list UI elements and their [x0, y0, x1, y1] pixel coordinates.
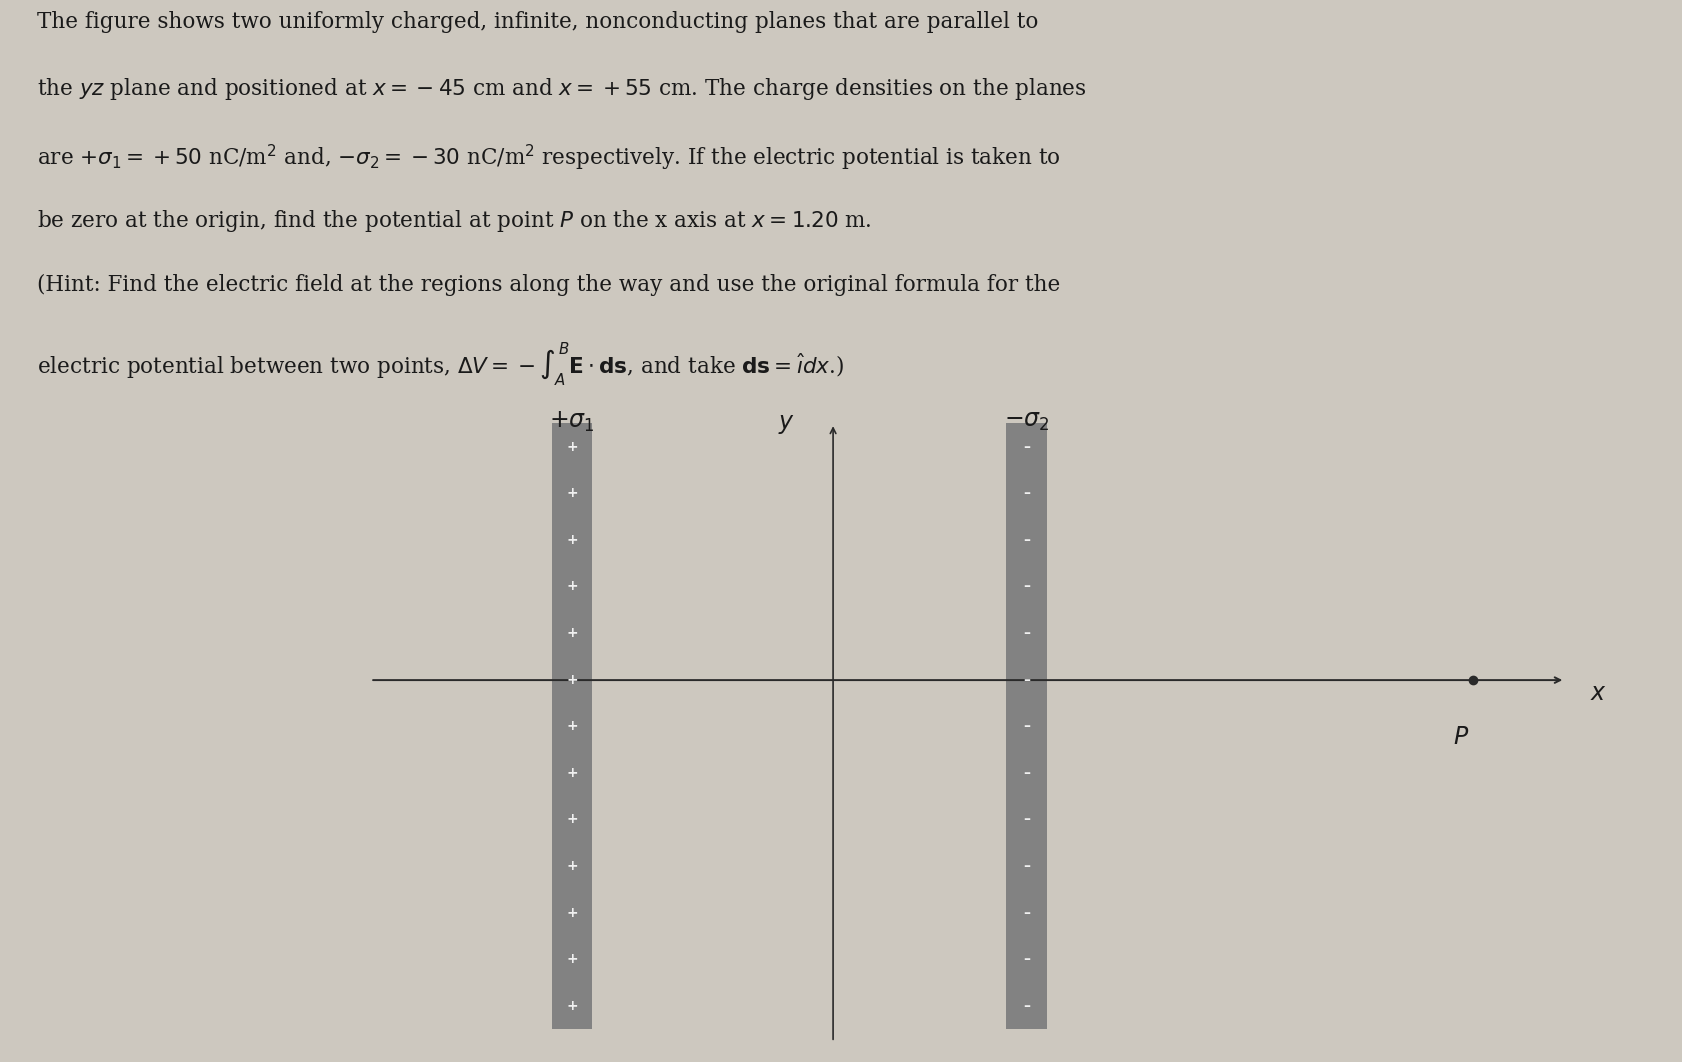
Text: +: + [567, 719, 577, 733]
Text: –: – [1023, 719, 1029, 733]
Text: –: – [1023, 533, 1029, 547]
Text: $+\sigma_1$: $+\sigma_1$ [548, 410, 595, 434]
Text: –: – [1023, 859, 1029, 873]
Text: –: – [1023, 626, 1029, 640]
Text: +: + [567, 812, 577, 826]
Text: +: + [567, 859, 577, 873]
Text: the $yz$ plane and positioned at $x = -45$ cm and $x = +55$ cm. The charge densi: the $yz$ plane and positioned at $x = -4… [37, 76, 1087, 102]
Text: –: – [1023, 580, 1029, 594]
Text: –: – [1023, 953, 1029, 966]
Text: The figure shows two uniformly charged, infinite, nonconducting planes that are : The figure shows two uniformly charged, … [37, 11, 1038, 33]
Text: +: + [567, 626, 577, 640]
Text: +: + [567, 486, 577, 500]
Text: +: + [567, 906, 577, 920]
Text: –: – [1023, 766, 1029, 780]
Bar [552, 424, 592, 1029]
Text: $x$: $x$ [1589, 682, 1606, 705]
Text: $P$: $P$ [1452, 726, 1468, 749]
Text: –: – [1023, 440, 1029, 453]
Text: –: – [1023, 906, 1029, 920]
Text: +: + [567, 766, 577, 780]
Text: be zero at the origin, find the potential at point $P$ on the x axis at $x = 1.2: be zero at the origin, find the potentia… [37, 208, 871, 234]
Text: +: + [567, 998, 577, 1013]
Text: +: + [567, 440, 577, 453]
Text: –: – [1023, 812, 1029, 826]
Bar [1006, 424, 1046, 1029]
Text: –: – [1023, 998, 1029, 1013]
Text: +: + [567, 580, 577, 594]
Text: –: – [1023, 486, 1029, 500]
Text: (Hint: Find the electric field at the regions along the way and use the original: (Hint: Find the electric field at the re… [37, 274, 1060, 296]
Text: –: – [1023, 672, 1029, 687]
Text: +: + [567, 953, 577, 966]
Text: +: + [567, 533, 577, 547]
Text: +: + [567, 672, 577, 687]
Text: electric potential between two points, $\Delta V = -\int_A^B \mathbf{E} \cdot \m: electric potential between two points, $… [37, 340, 844, 388]
Text: are $+\sigma_1 = +50$ nC/m$^2$ and, $-\sigma_2 = -30$ nC/m$^2$ respectively. If : are $+\sigma_1 = +50$ nC/m$^2$ and, $-\s… [37, 142, 1060, 172]
Text: $y$: $y$ [777, 413, 794, 436]
Text: $-\sigma_2$: $-\sigma_2$ [1002, 410, 1050, 433]
